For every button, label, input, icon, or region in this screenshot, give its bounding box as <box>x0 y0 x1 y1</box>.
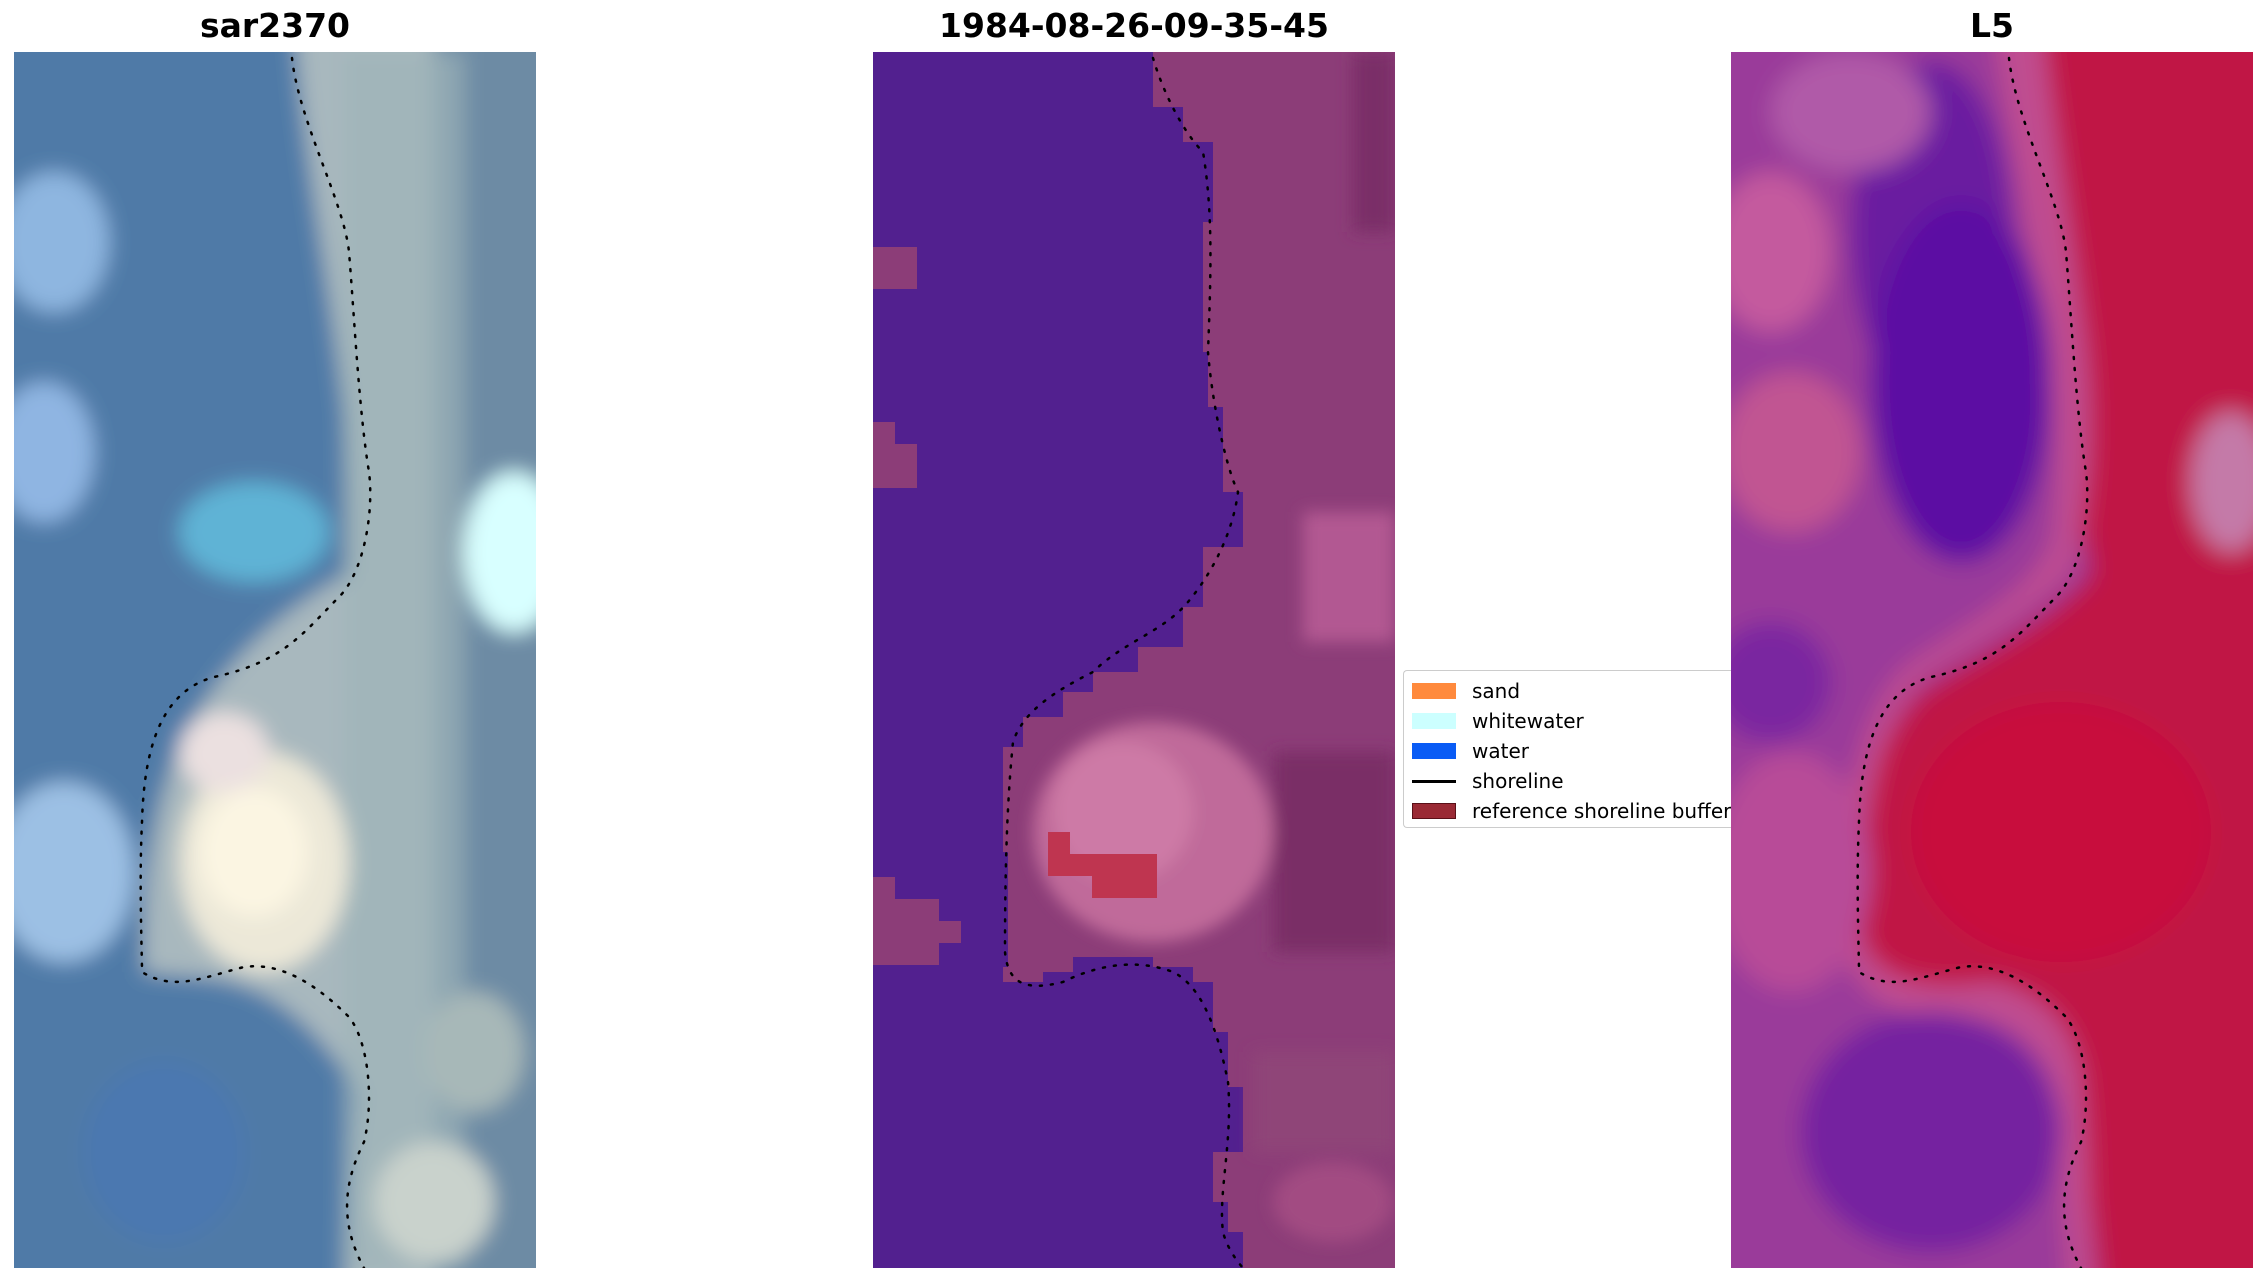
whitewater-swatch <box>1412 713 1456 729</box>
legend-label: water <box>1472 739 1529 763</box>
panel-title-classified: 1984-08-26-09-35-45 <box>939 6 1329 45</box>
legend-item-reference-shoreline-buffer: reference shoreline buffer <box>1412 798 1731 824</box>
legend-label: shoreline <box>1472 769 1564 793</box>
legend: sand whitewater water shoreline referenc… <box>1403 670 1731 828</box>
sand-swatch <box>1412 683 1456 699</box>
shoreline-right <box>1856 56 2089 1268</box>
legend-item-sand: sand <box>1412 678 1731 704</box>
reference-buffer-swatch <box>1412 803 1456 819</box>
shoreline-left <box>139 56 372 1268</box>
legend-label: sand <box>1472 679 1521 703</box>
rgb-image-raster <box>14 52 536 1268</box>
water-swatch <box>1412 743 1456 759</box>
shoreline-line-swatch <box>1412 773 1456 789</box>
legend-label: reference shoreline buffer <box>1472 799 1731 823</box>
panel-title-rgb: sar2370 <box>199 6 351 45</box>
index-image-raster <box>1731 52 2253 1268</box>
reference-shoreline-buffer-area <box>1048 832 1157 898</box>
legend-label: whitewater <box>1472 709 1584 733</box>
legend-item-water: water <box>1412 738 1731 764</box>
classified-image-panel <box>873 52 1395 1268</box>
panel-title-index: L5 <box>1970 6 2014 45</box>
legend-item-whitewater: whitewater <box>1412 708 1731 734</box>
rgb-image-panel <box>14 52 536 1268</box>
index-image-panel <box>1731 52 2253 1268</box>
legend-item-shoreline: shoreline <box>1412 768 1731 794</box>
